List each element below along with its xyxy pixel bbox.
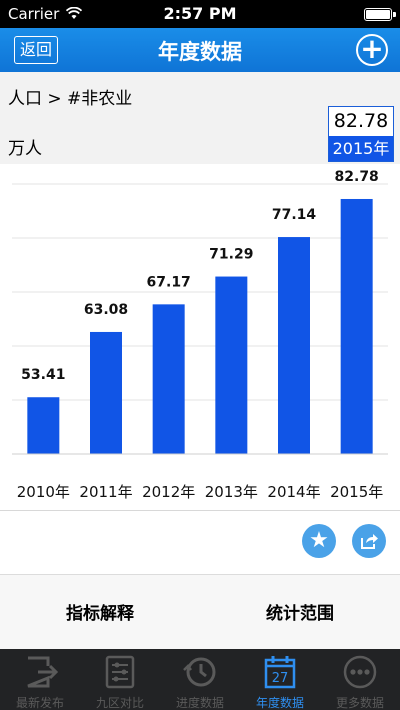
- wifi-icon: [65, 6, 83, 24]
- star-icon[interactable]: ★: [302, 524, 336, 558]
- tab-label: 年度数据: [255, 696, 304, 710]
- tab-compare[interactable]: 九区对比: [80, 649, 160, 710]
- x-tick-label: 2013年: [205, 483, 258, 501]
- tab-progress[interactable]: 进度数据: [160, 649, 240, 710]
- tab-latest[interactable]: 最新发布: [0, 649, 80, 710]
- bar-value-label: 53.41: [21, 367, 65, 383]
- chart-bar: [215, 276, 248, 454]
- tab-more[interactable]: 更多数据: [320, 649, 400, 710]
- battery-tip: [393, 12, 396, 17]
- tab-label: 更多数据: [335, 696, 384, 710]
- status-bar: Carrier 2:57 PM: [0, 0, 400, 28]
- tab-label: 进度数据: [175, 696, 224, 710]
- selected-year: 2015年: [329, 136, 393, 161]
- nav-bar: 返回 年度数据 +: [0, 28, 400, 72]
- unit-label: 万人: [8, 139, 42, 159]
- chart-svg: 53.41 2010年 63.08 2011年 67.17 2012年 71.29 2013年…: [12, 169, 388, 501]
- bar-chart[interactable]: 53.41 2010年 63.08 2011年 67.17 2012年 71.29 2013年…: [0, 164, 400, 510]
- selected-value: 82.78: [333, 110, 389, 132]
- breadcrumb: 人口 > #非农业: [8, 89, 133, 109]
- bar-value-label: 77.14: [272, 207, 317, 223]
- calendar-day: 27: [272, 671, 289, 686]
- action-row: ★: [0, 510, 400, 574]
- x-tick-label: 2012年: [142, 483, 195, 501]
- chart-bar: [278, 237, 310, 454]
- add-icon[interactable]: +: [356, 34, 388, 66]
- calendar-icon: 27: [264, 656, 296, 689]
- chart-bar: [152, 304, 185, 454]
- page-title: 年度数据: [158, 40, 242, 64]
- share-icon[interactable]: [352, 524, 386, 558]
- sliders-icon: [105, 655, 135, 689]
- bar-value-label: 82.78: [335, 169, 379, 185]
- x-tick-label: 2011年: [79, 483, 132, 501]
- battery-icon: [364, 8, 392, 21]
- bar-value-label: 71.29: [209, 247, 253, 263]
- clock: 2:57 PM: [163, 4, 237, 23]
- tab-bar: 最新发布 九区对比 进度数据 27 年度数据 更多数据: [0, 649, 400, 710]
- bar-value-label: 67.17: [147, 274, 191, 290]
- exit-icon: [27, 656, 58, 688]
- indicator-explanation-button[interactable]: 指标解释: [66, 604, 134, 624]
- clock-icon: [183, 657, 216, 687]
- bar-value-label: 63.08: [84, 302, 128, 318]
- x-tick-label: 2015年: [330, 483, 383, 501]
- x-tick-label: 2010年: [17, 483, 70, 501]
- bottom-buttons: 指标解释 统计范围: [0, 574, 400, 649]
- x-tick-label: 2014年: [267, 483, 320, 501]
- chart-bar: [340, 198, 373, 454]
- statistical-range-button[interactable]: 统计范围: [266, 604, 334, 624]
- back-button[interactable]: 返回: [14, 36, 58, 64]
- tab-label: 最新发布: [15, 696, 64, 710]
- carrier-label: Carrier: [8, 5, 60, 23]
- chart-bar: [27, 397, 60, 454]
- selected-value-box: 82.78 2015年: [328, 106, 394, 162]
- tab-label: 九区对比: [95, 696, 144, 710]
- chart-bar: [90, 331, 122, 454]
- tab-annual[interactable]: 27 年度数据: [240, 649, 320, 710]
- more-icon: [343, 655, 377, 689]
